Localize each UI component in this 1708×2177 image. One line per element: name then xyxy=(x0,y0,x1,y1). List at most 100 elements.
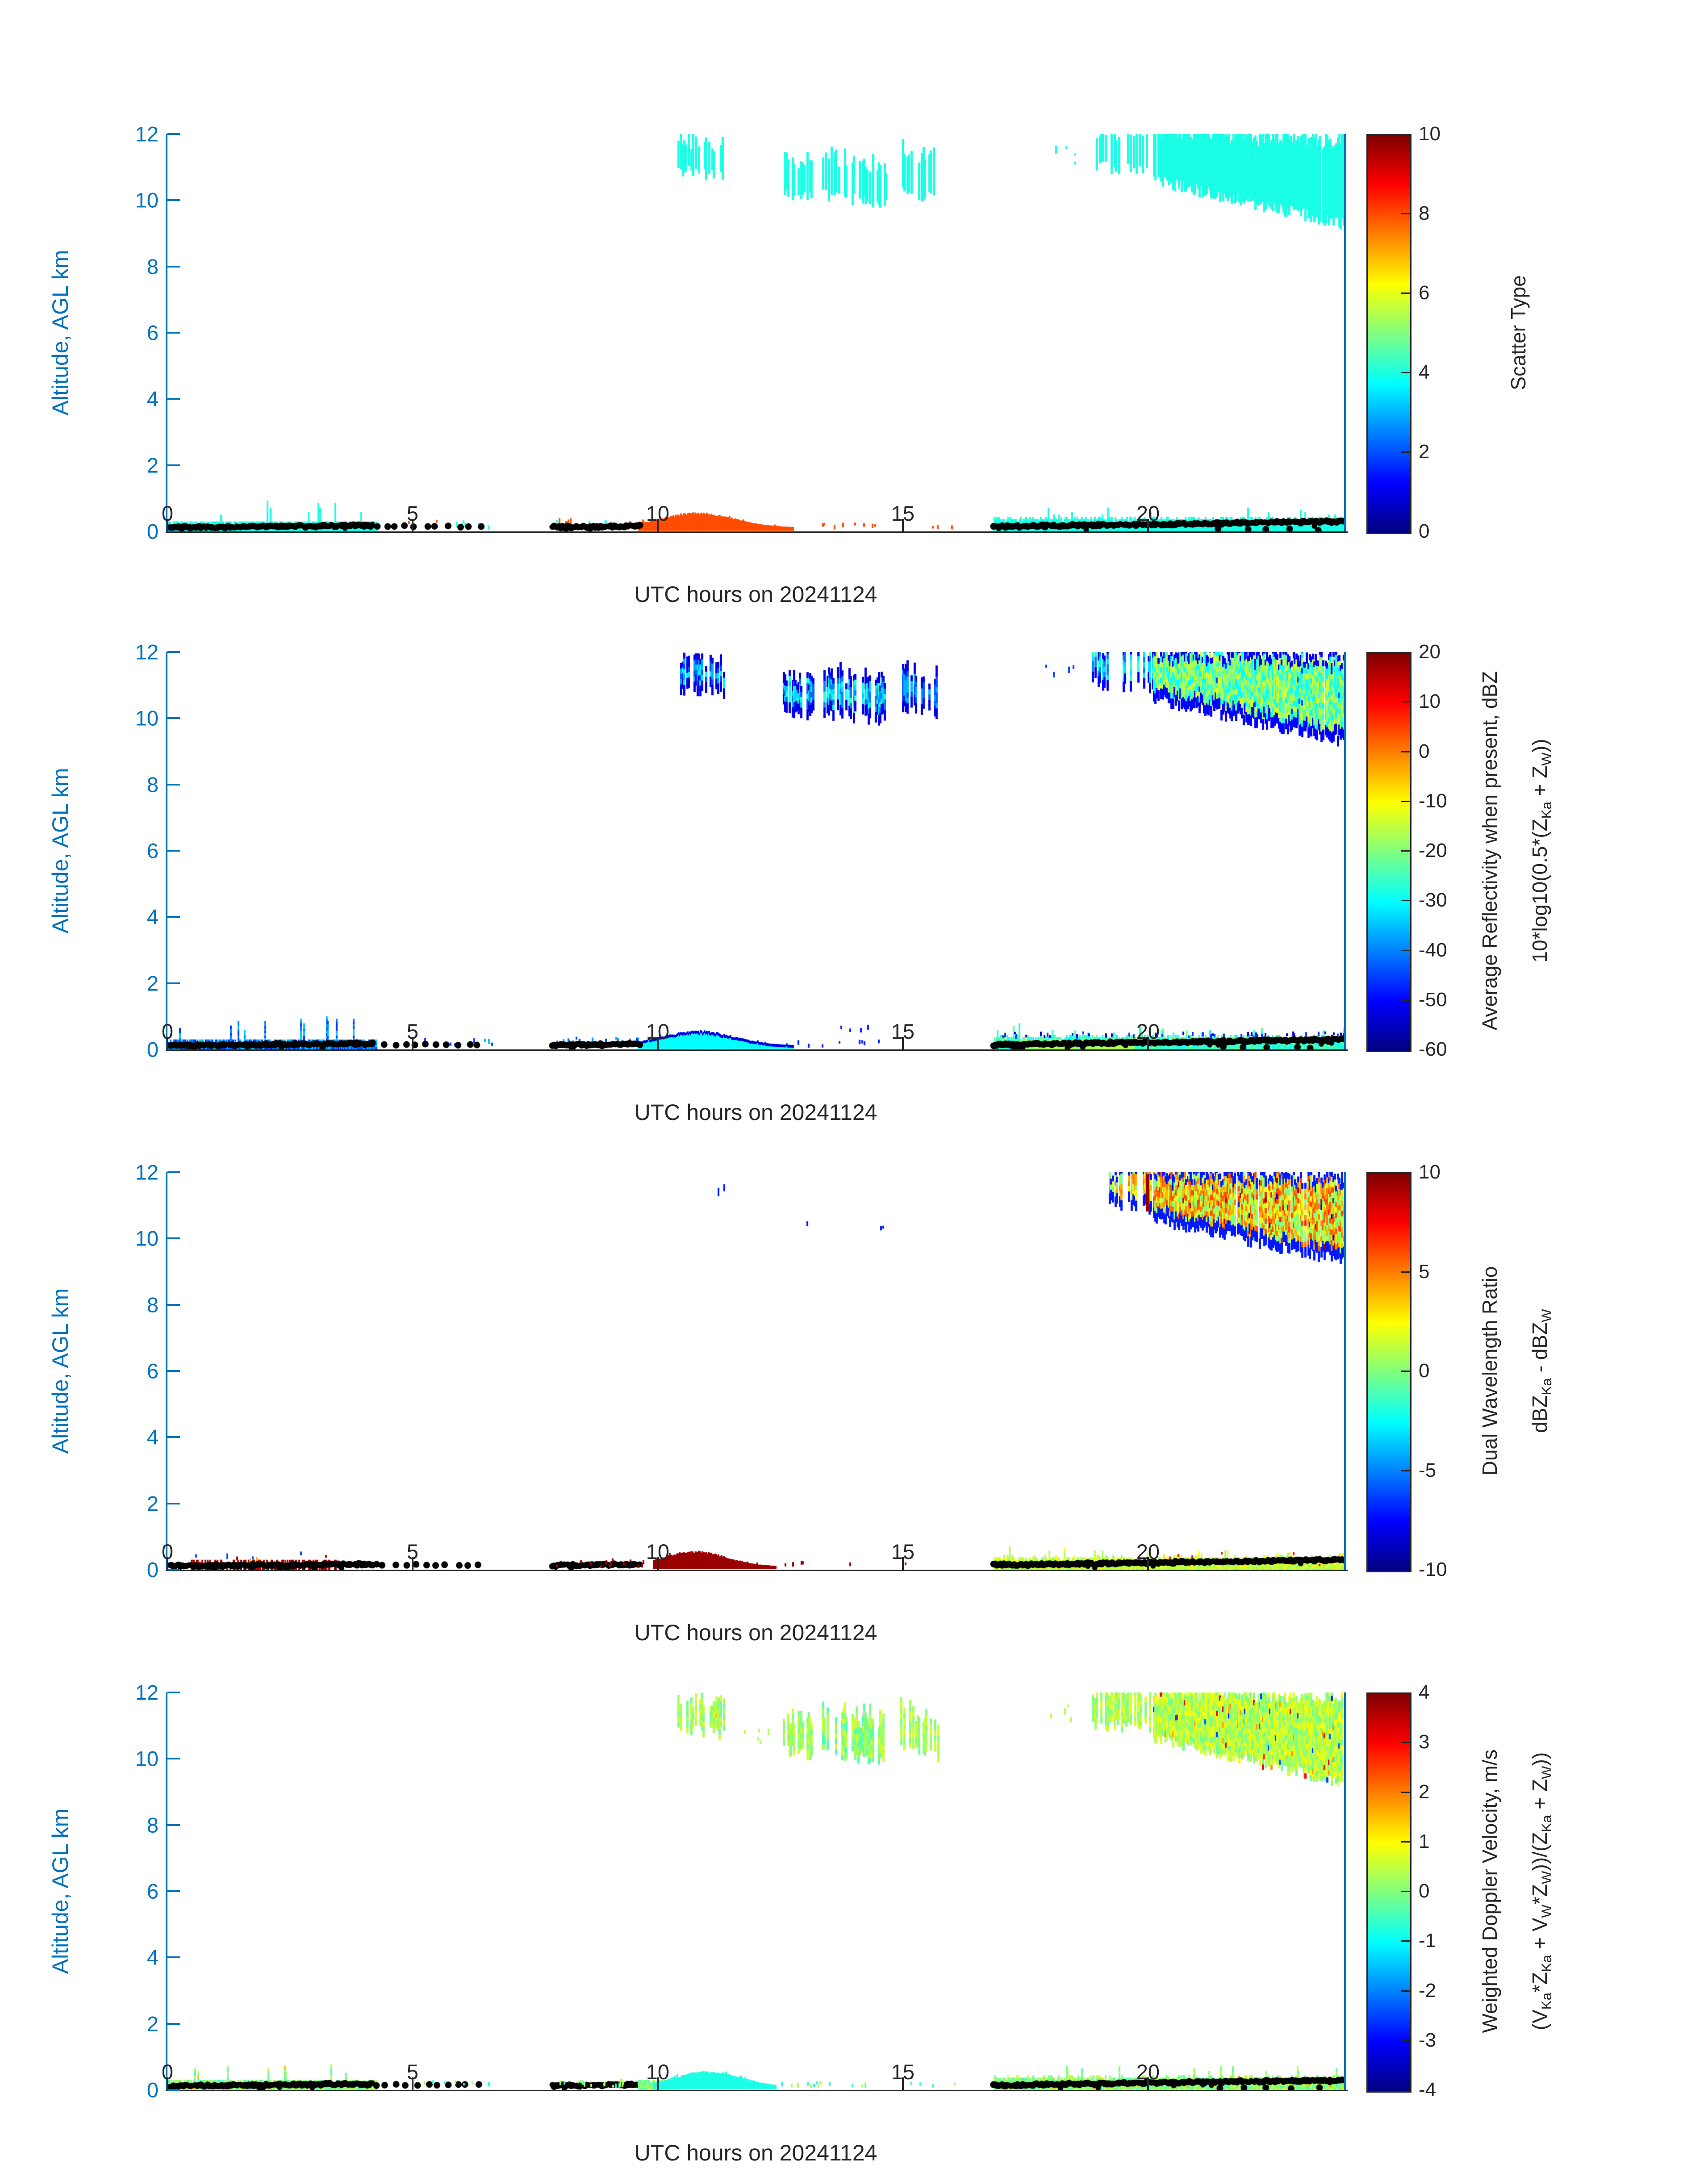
plot-area xyxy=(167,1692,1344,2090)
x-tick xyxy=(411,1037,413,1049)
y-axis-label: Altitude, AGL km xyxy=(48,768,73,934)
y-tick-label: 0 xyxy=(146,1558,159,1582)
y-tick xyxy=(167,1824,180,1826)
colorbar-tick-label: 6 xyxy=(1419,282,1430,304)
x-tick xyxy=(167,1037,168,1049)
x-tick-label: 5 xyxy=(406,501,419,525)
colorbar-tick xyxy=(1401,850,1410,852)
y-tick xyxy=(167,1436,180,1438)
y-tick xyxy=(167,133,180,135)
colorbar-tick xyxy=(1401,2039,1410,2041)
colorbar-label-line: 10*log10(0.5*(ZKa + ZW)) xyxy=(1528,739,1555,963)
y-tick-label: 6 xyxy=(146,839,159,863)
x-tick xyxy=(1147,1557,1149,1570)
y-tick xyxy=(167,1758,180,1760)
colorbar xyxy=(1366,134,1412,534)
y-tick-label: 0 xyxy=(146,1037,159,1061)
y-tick-label: 6 xyxy=(146,1879,159,1903)
x-tick xyxy=(656,1557,659,1570)
y-tick xyxy=(167,1956,180,1959)
colorbar xyxy=(1366,652,1412,1052)
x-axis-line xyxy=(166,2090,1348,2091)
colorbar-tick-label: -20 xyxy=(1419,840,1447,861)
y-tick xyxy=(167,1370,180,1372)
y-tick xyxy=(167,783,180,786)
x-axis-label: UTC hours on 20241124 xyxy=(634,1620,877,1645)
colorbar-tick xyxy=(1401,800,1410,802)
x-tick-label: 5 xyxy=(406,1020,419,1043)
plot-area xyxy=(167,1172,1344,1570)
heatmap-canvas xyxy=(167,1172,1344,1570)
colorbar-tick-label: 20 xyxy=(1419,641,1441,663)
colorbar-tick xyxy=(1401,1371,1410,1372)
y-tick xyxy=(167,1171,180,1173)
colorbar-label: Weighted Doppler Velocity, m/s (VKa*ZKa +… xyxy=(1465,1692,1572,2090)
colorbar-label-line: Average Reflectivity when present, dBZ xyxy=(1478,671,1501,1031)
x-tick xyxy=(656,2077,659,2090)
y-axis-right-spine xyxy=(1344,1172,1346,1571)
y-tick xyxy=(167,464,180,466)
x-tick xyxy=(1147,519,1149,531)
y-axis-left-spine xyxy=(166,1172,167,1571)
colorbar-tick xyxy=(1401,701,1410,703)
colorbar-gradient xyxy=(1368,135,1410,533)
colorbar-tick-label: 10 xyxy=(1419,690,1441,713)
y-tick-label: 6 xyxy=(146,1359,159,1383)
colorbar-tick-label: 2 xyxy=(1419,1780,1430,1803)
x-tick xyxy=(656,519,659,531)
x-tick xyxy=(656,1037,659,1049)
colorbar-tick xyxy=(1401,1742,1410,1743)
colorbar-tick xyxy=(1401,751,1410,752)
y-tick-label: 4 xyxy=(146,387,159,411)
heatmap-canvas xyxy=(167,652,1344,1049)
colorbar-gradient xyxy=(1368,1694,1410,2091)
colorbar-tick xyxy=(1401,1940,1410,1942)
y-tick-label: 10 xyxy=(135,1226,159,1250)
y-axis-right-spine xyxy=(1344,134,1346,532)
y-tick xyxy=(167,1692,180,1693)
x-tick-label: 20 xyxy=(1136,501,1160,525)
colorbar-tick xyxy=(1401,213,1410,214)
y-tick xyxy=(167,199,180,201)
colorbar-tick-label: -2 xyxy=(1419,1979,1437,2002)
colorbar-tick-label: 8 xyxy=(1419,202,1430,224)
y-tick-label: 10 xyxy=(135,188,159,212)
x-tick xyxy=(167,2077,168,2090)
colorbar-gradient xyxy=(1368,653,1410,1051)
colorbar-tick-label: -4 xyxy=(1419,2079,1437,2101)
colorbar-label-line: Dual Wavelength Ratio xyxy=(1478,1266,1501,1476)
y-tick-label: 12 xyxy=(135,640,159,664)
colorbar-tick-label: -1 xyxy=(1419,1930,1437,1952)
colorbar-tick-label: -30 xyxy=(1419,889,1447,911)
x-tick-label: 15 xyxy=(891,501,915,525)
plot-area xyxy=(167,652,1344,1049)
y-axis-right-spine xyxy=(1344,652,1346,1050)
x-tick xyxy=(1147,2077,1149,2090)
y-tick xyxy=(167,982,180,984)
colorbar-tick xyxy=(1401,900,1410,902)
y-tick-label: 4 xyxy=(146,1425,159,1449)
colorbar-tick-label: 0 xyxy=(1419,520,1430,542)
y-tick xyxy=(167,651,180,653)
colorbar-tick-label: 3 xyxy=(1419,1731,1430,1753)
x-tick-label: 0 xyxy=(161,501,174,525)
colorbar-tick-label: 0 xyxy=(1419,740,1430,762)
colorbar-tick xyxy=(1401,1891,1410,1892)
x-tick-label: 20 xyxy=(1136,1020,1160,1043)
x-tick xyxy=(411,519,413,531)
colorbar-tick-label: -3 xyxy=(1419,2029,1437,2051)
plot-area xyxy=(167,134,1344,531)
colorbar-tick-label: 1 xyxy=(1419,1830,1430,1852)
colorbar-label-line: dBZKa - dBZW xyxy=(1528,1309,1555,1433)
y-tick xyxy=(167,916,180,918)
y-axis-label: Altitude, AGL km xyxy=(48,1288,73,1454)
x-tick xyxy=(902,1557,904,1570)
x-tick-label: 0 xyxy=(161,1020,174,1043)
y-tick xyxy=(167,2022,180,2025)
x-tick-label: 10 xyxy=(646,501,670,525)
x-tick xyxy=(902,2077,904,2090)
colorbar-tick-label: -50 xyxy=(1419,988,1447,1011)
colorbar-tick-label: 0 xyxy=(1419,1880,1430,1902)
y-axis-left-spine xyxy=(166,652,167,1050)
